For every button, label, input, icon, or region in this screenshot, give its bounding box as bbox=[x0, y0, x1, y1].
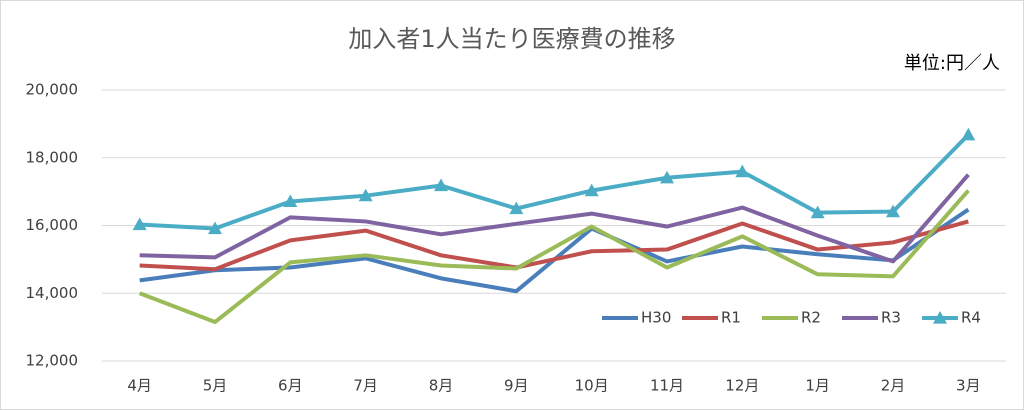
y-tick-label: 14,000 bbox=[26, 284, 79, 302]
marker bbox=[584, 183, 599, 197]
marker bbox=[132, 217, 147, 231]
chart-title: 加入者1人当たり医療費の推移 bbox=[348, 25, 675, 53]
marker bbox=[961, 127, 976, 141]
series-line bbox=[139, 219, 969, 272]
y-tick-label: 12,000 bbox=[26, 352, 79, 370]
y-tick-label: 20,000 bbox=[26, 81, 79, 99]
x-tick-label: 10月 bbox=[575, 377, 609, 395]
x-tick-label: 7月 bbox=[353, 377, 378, 395]
x-tick-label: 4月 bbox=[127, 377, 152, 395]
x-tick-label: 3月 bbox=[956, 377, 981, 395]
series-line bbox=[139, 173, 970, 264]
marker bbox=[283, 194, 298, 208]
y-tick-label: 16,000 bbox=[26, 216, 79, 234]
marker bbox=[735, 164, 750, 178]
series-line bbox=[138, 189, 970, 325]
y-tick-label: 18,000 bbox=[26, 148, 79, 166]
marker bbox=[810, 205, 825, 219]
series-line bbox=[139, 133, 970, 231]
x-tick-label: 8月 bbox=[429, 377, 454, 395]
marker bbox=[660, 170, 674, 184]
marker bbox=[208, 221, 222, 235]
marker bbox=[886, 204, 900, 218]
legend-label: R2 bbox=[801, 309, 821, 327]
legend-label: R1 bbox=[721, 309, 741, 327]
marker bbox=[358, 188, 373, 202]
x-tick-label: 1月 bbox=[805, 377, 830, 395]
legend-label: R4 bbox=[961, 309, 981, 327]
legend-marker bbox=[933, 311, 947, 324]
x-tick-label: 5月 bbox=[203, 377, 228, 395]
x-tick-label: 12月 bbox=[725, 377, 759, 395]
x-tick-label: 9月 bbox=[504, 377, 529, 395]
marker bbox=[434, 178, 448, 192]
legend-label: H30 bbox=[641, 309, 671, 327]
legend-label: R3 bbox=[881, 309, 901, 327]
marker bbox=[509, 201, 524, 215]
x-tick-label: 6月 bbox=[278, 377, 303, 395]
x-tick-label: 2月 bbox=[881, 377, 906, 395]
x-tick-label: 11月 bbox=[650, 377, 684, 395]
unit-label: 単位:円／人 bbox=[904, 53, 1000, 74]
